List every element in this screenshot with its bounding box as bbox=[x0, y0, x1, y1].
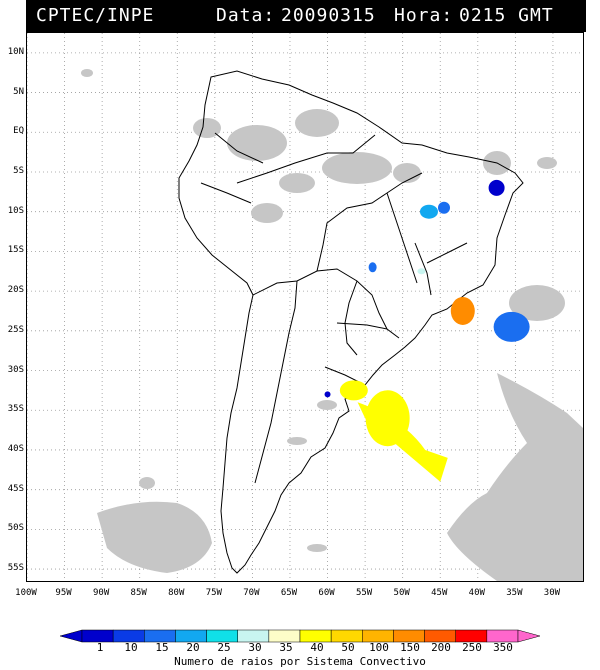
date-value: 20090315 bbox=[281, 5, 376, 26]
colorbar-title: Numero de raios por Sistema Convectivo bbox=[174, 655, 426, 668]
lon-label: 60W bbox=[318, 588, 335, 598]
lat-label: 5N bbox=[13, 86, 24, 97]
lon-label: 95W bbox=[55, 588, 72, 598]
lat-label: 15S bbox=[7, 245, 24, 256]
colorbar-label: 35 bbox=[279, 641, 293, 654]
lon-label: 65W bbox=[280, 588, 298, 598]
convective-system bbox=[368, 262, 377, 273]
time-value: 0215 GMT bbox=[459, 5, 554, 26]
lon-label: 50W bbox=[393, 588, 410, 598]
colorbar bbox=[59, 629, 541, 643]
colorbar-label: 100 bbox=[369, 641, 389, 654]
coastline bbox=[178, 70, 524, 574]
colorbar-label: 40 bbox=[310, 641, 324, 654]
map-canvas bbox=[27, 33, 583, 581]
colorbar-arrow-right bbox=[517, 629, 541, 643]
cloud-cover bbox=[81, 69, 583, 581]
lat-label: 50S bbox=[7, 523, 24, 534]
colorbar-label: 150 bbox=[400, 641, 420, 654]
convective-system bbox=[339, 380, 368, 401]
lon-label: 85W bbox=[130, 588, 147, 598]
colorbar-label: 50 bbox=[341, 641, 355, 654]
colorbar-label: 25 bbox=[217, 641, 231, 654]
colorbar-arrow-left bbox=[59, 629, 83, 643]
agency-label: CPTEC/INPE bbox=[36, 5, 155, 26]
convective-systems bbox=[324, 179, 530, 482]
map-frame bbox=[26, 32, 584, 582]
lat-label: 55S bbox=[7, 563, 24, 574]
lat-label: 20S bbox=[7, 285, 24, 296]
time-caption: Hora: bbox=[394, 5, 454, 26]
lat-label: 40S bbox=[7, 443, 24, 454]
lon-label: 70W bbox=[243, 588, 260, 598]
lat-label: 45S bbox=[7, 483, 24, 494]
lon-label: 75W bbox=[205, 588, 222, 598]
colorbar-label: 15 bbox=[155, 641, 169, 654]
convective-system bbox=[450, 296, 475, 325]
lat-label: 10S bbox=[7, 205, 24, 216]
colorbar-label: 10 bbox=[124, 641, 138, 654]
lon-label: 100W bbox=[15, 588, 37, 598]
lon-label: 45W bbox=[431, 588, 448, 598]
lon-label: 90W bbox=[92, 588, 110, 598]
convective-system bbox=[438, 201, 450, 214]
lon-label: 55W bbox=[355, 588, 373, 598]
convective-system bbox=[493, 311, 530, 342]
lat-label: 25S bbox=[7, 324, 24, 335]
lat-label: 10N bbox=[7, 46, 24, 57]
lon-label: 30W bbox=[543, 588, 561, 598]
lon-label: 80W bbox=[168, 588, 185, 598]
lon-label: 40W bbox=[468, 588, 485, 598]
colorbar-label: 20 bbox=[186, 641, 200, 654]
lat-label: 5S bbox=[13, 165, 24, 176]
lat-label: EQ bbox=[13, 126, 24, 137]
convective-system bbox=[419, 204, 438, 219]
convective-system-tail bbox=[357, 402, 448, 482]
date-caption: Data: bbox=[216, 5, 276, 26]
colorbar-label: 250 bbox=[462, 641, 482, 654]
lon-label: 35W bbox=[506, 588, 523, 598]
lat-label: 35S bbox=[7, 404, 24, 415]
convective-system bbox=[417, 268, 426, 275]
colorbar-label: 1 bbox=[96, 641, 104, 654]
colorbar-label: 200 bbox=[431, 641, 451, 654]
header-bar: CPTEC/INPE Data: 20090315 Hora: 0215 GMT bbox=[26, 0, 586, 32]
convective-system bbox=[324, 391, 331, 398]
colorbar-label: 350 bbox=[493, 641, 513, 654]
colorbar-label: 30 bbox=[248, 641, 262, 654]
lat-label: 30S bbox=[7, 364, 24, 375]
convective-system bbox=[488, 179, 505, 196]
